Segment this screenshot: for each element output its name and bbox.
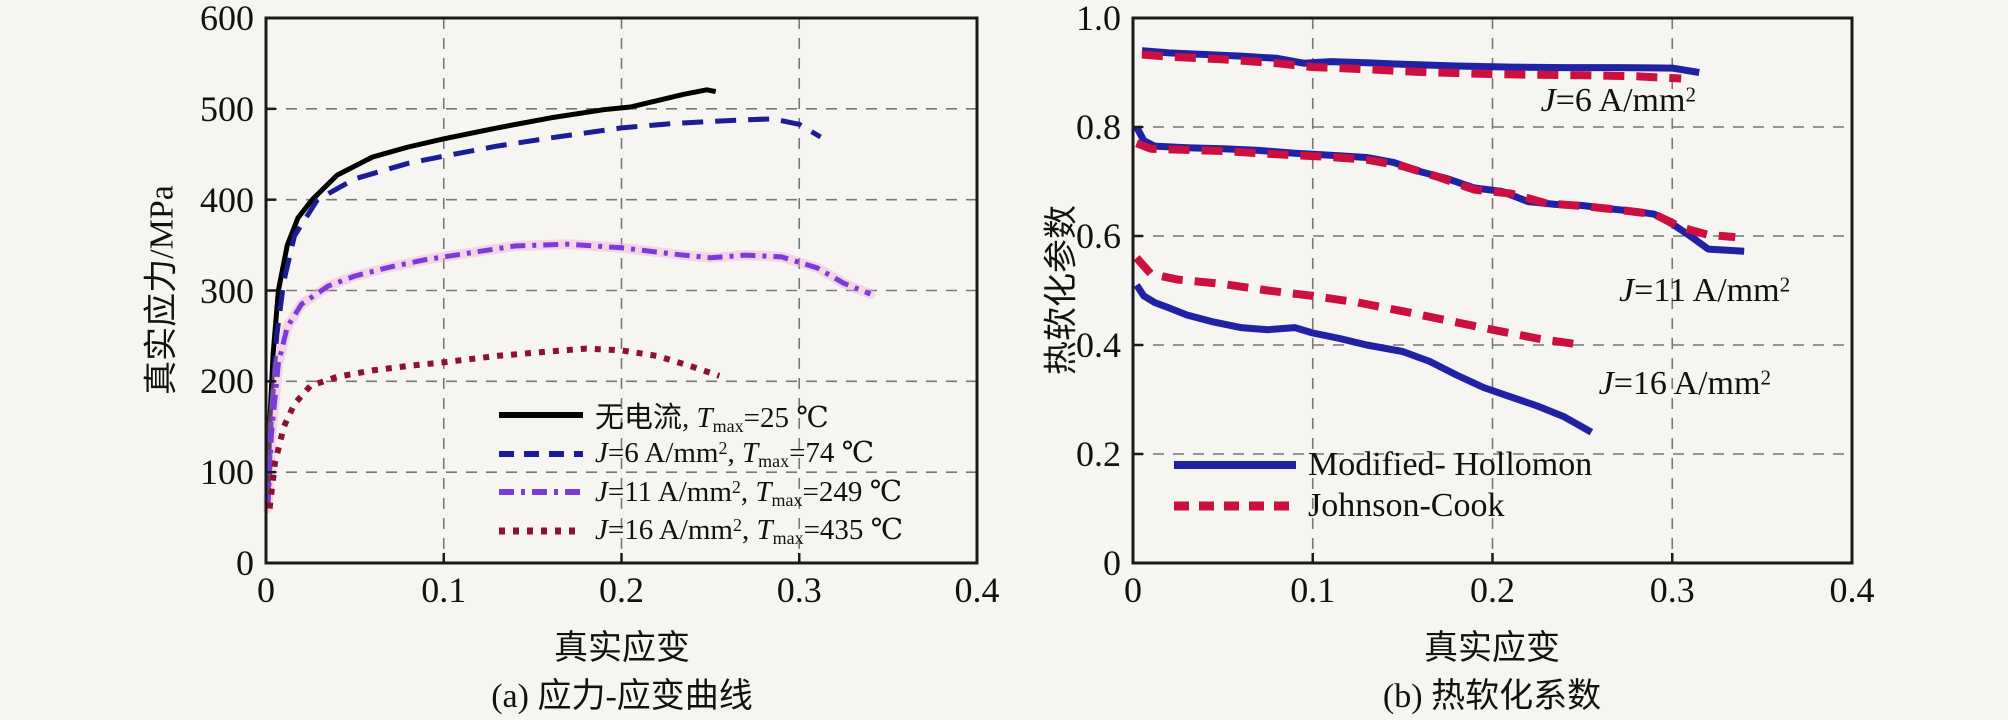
legend-label-segment: , <box>727 437 742 470</box>
legend-label-segment: max <box>758 451 790 472</box>
chart-a-y-tick-label: 200 <box>200 361 254 402</box>
legend-sample-line <box>1174 501 1296 510</box>
curve-annotation: J=11 A/mm2 <box>1619 272 1790 310</box>
chart-b-y-tick-label: 1.0 <box>1076 0 1121 38</box>
chart-b-series-line-modified-hollomon-J16 <box>1133 283 1594 436</box>
chart-a-x-tick-label: 0.2 <box>599 570 644 610</box>
chart-a-x-tick-label: 0.3 <box>776 570 822 610</box>
curve-annotation-segment: =11 A/mm <box>1634 271 1780 309</box>
curve-annotation-segment: 2 <box>1779 272 1791 297</box>
legend-label-segment: =6 A/mm <box>607 437 719 470</box>
chart-b-series-line-johnson-cook-J16 <box>1133 255 1583 349</box>
chart-a-y-tick-label: 100 <box>200 452 254 493</box>
chart-a-y-tick-label: 300 <box>200 270 254 311</box>
curve-annotation: J=6 A/mm2 <box>1541 82 1696 120</box>
legend-label: J=16 A/mm2, Tmax=435 ℃ <box>595 512 903 549</box>
legend-sample-line <box>499 527 583 535</box>
chart-b-caption: (b) 热软化系数 <box>1382 678 1602 715</box>
legend-item: J=16 A/mm2, Tmax=435 ℃ <box>497 512 903 551</box>
legend-label-segment: J <box>595 437 608 470</box>
chart-a-legend: 无电流, Tmax=25 ℃ J=6 A/mm2, Tmax=74 ℃ J=11 A… <box>497 396 903 550</box>
curve-annotation-segment: J <box>1598 365 1614 403</box>
chart-a-y-tick-label: 500 <box>200 88 254 129</box>
legend-label: Modified- Hollomon <box>1308 446 1592 484</box>
chart-b-legend: Modified- Hollomon Johnson-Cook <box>1172 444 1592 526</box>
chart-a-series-line-J6-74C <box>265 116 822 509</box>
curve-annotation-segment: =6 A/mm <box>1555 81 1686 119</box>
legend-label: Johnson-Cook <box>1308 487 1504 525</box>
chart-a-x-tick-label: 0.4 <box>954 570 1000 610</box>
chart-a-series-line-no-current-25C <box>265 87 717 500</box>
legend-label-segment: =249 ℃ <box>802 475 903 508</box>
legend-item: Johnson-Cook <box>1172 485 1592 526</box>
chart-b-x-tick-label: 0 <box>1124 570 1142 610</box>
legend-label-segment: T <box>741 437 759 470</box>
curve-annotation-segment: J <box>1540 81 1556 119</box>
legend-item: J=11 A/mm2, Tmax=249 ℃ <box>497 473 903 512</box>
legend-sample-line <box>499 489 583 496</box>
chart-a-y-tick-label: 400 <box>200 179 254 220</box>
legend-label-segment: 2 <box>731 476 741 497</box>
legend-label-segment: 无电流, <box>595 401 697 434</box>
legend-label-segment: J <box>595 475 608 508</box>
legend-label-segment: =74 ℃ <box>789 437 875 470</box>
legend-sample-line <box>499 450 583 457</box>
legend-sample-line <box>499 412 583 419</box>
chart-b-x-tick-label: 0.3 <box>1649 570 1695 610</box>
legend-item: J=6 A/mm2, Tmax=74 ℃ <box>497 435 903 474</box>
legend-label-segment: max <box>712 415 744 436</box>
legend-label-segment: 2 <box>733 515 742 536</box>
legend-item: 无电流, Tmax=25 ℃ <box>497 394 903 437</box>
chart-b-x-tick-label: 0.4 <box>1829 570 1875 610</box>
curve-annotation-segment: 2 <box>1685 82 1696 107</box>
chart-b-y-tick-label: 0.2 <box>1076 434 1121 474</box>
legend-label-segment: =16 A/mm <box>607 514 733 547</box>
chart-b-series-line-modified-hollomon-J6 <box>1141 47 1700 76</box>
legend-label-segment: , <box>740 475 756 508</box>
legend-label-segment: T <box>755 475 772 508</box>
curve-annotation: J=16 A/mm2 <box>1599 365 1771 403</box>
chart-b-y-tick-label: 0.4 <box>1076 325 1121 365</box>
chart-b-x-tick-label: 0.1 <box>1290 570 1336 610</box>
legend-label-segment: max <box>772 528 804 549</box>
chart-a-caption: (a) 应力-应变曲线 <box>491 678 753 715</box>
chart-b-series-line-johnson-cook-J11 <box>1135 139 1736 242</box>
chart-a-x-tick-label: 0.1 <box>421 570 467 610</box>
legend-label: J=11 A/mm2, Tmax=249 ℃ <box>595 474 902 511</box>
chart-a-y-tick-label: 0 <box>236 543 254 583</box>
chart-a-x-axis-label: 真实应变 <box>554 630 690 667</box>
chart-b-x-tick-label: 0.2 <box>1470 570 1515 610</box>
chart-b-y-tick-label: 0 <box>1103 543 1121 583</box>
legend-label-segment: J <box>595 514 608 547</box>
chart-b-series-line-johnson-cook-J6 <box>1141 50 1682 83</box>
legend-label-segment: 2 <box>718 438 728 459</box>
curve-annotation-segment: J <box>1619 271 1635 309</box>
chart-b-x-axis-label: 真实应变 <box>1424 630 1560 667</box>
legend-label-segment: , <box>741 514 757 547</box>
legend-label-segment: =435 ℃ <box>803 514 904 547</box>
chart-a-x-tick-label: 0 <box>257 570 275 610</box>
curve-annotation-segment: =16 A/mm <box>1613 365 1761 403</box>
chart-a-y-tick-label: 600 <box>200 0 254 38</box>
legend-sample-line <box>1174 460 1296 469</box>
legend-label-segment: Johnson-Cook <box>1308 486 1505 524</box>
legend-label-segment: T <box>756 514 773 547</box>
legend-label-segment: Modified- Hollomon <box>1308 445 1593 483</box>
chart-b-y-tick-label: 0.6 <box>1076 216 1121 256</box>
chart-b-y-tick-label: 0.8 <box>1076 107 1121 147</box>
legend-label: J=6 A/mm2, Tmax=74 ℃ <box>595 435 874 472</box>
legend-label: 无电流, Tmax=25 ℃ <box>595 394 829 437</box>
curve-annotation-segment: 2 <box>1760 365 1771 390</box>
legend-label-segment: =25 ℃ <box>743 401 829 434</box>
legend-item: Modified- Hollomon <box>1172 444 1592 485</box>
legend-label-segment: =11 A/mm <box>607 475 732 508</box>
legend-label-segment: max <box>771 489 803 510</box>
chart-a-series-line-J16-435C <box>266 345 721 509</box>
legend-label-segment: T <box>696 401 713 434</box>
chart-a-series-line-J11-249C <box>265 241 872 509</box>
chart-b-series-line-modified-hollomon-J11 <box>1133 125 1745 255</box>
